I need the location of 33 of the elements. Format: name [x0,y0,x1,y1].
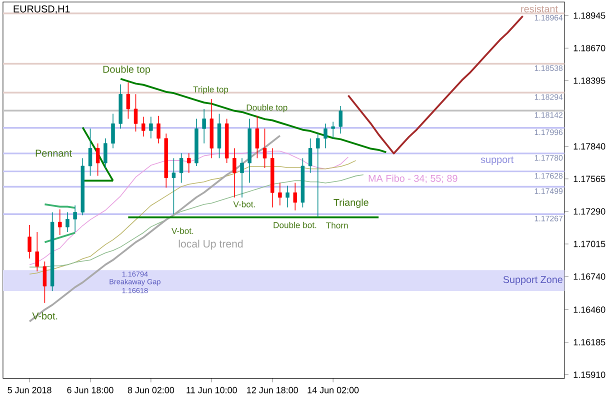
annotation: V-bot. [32,312,58,320]
x-tick-label: 12 Jun 18:00 [247,387,298,394]
x-tick-label: 8 Jun 02:00 [128,387,174,394]
y-tick-label: 1.16460 [574,306,606,313]
annotation: Thorn [326,222,348,229]
y-tick-label: 1.17840 [574,143,606,150]
annotation: Double top [246,104,288,112]
y-tick-label: 1.17290 [574,208,606,215]
annotation: local Up trend [178,240,243,250]
x-tick-label: 11 Jun 10:00 [186,387,237,394]
annotation: MA Fibo - 34; 55; 89 [368,174,458,184]
band-label: Support Zone [503,276,562,286]
x-tick-label: 6 Jun 18:00 [67,387,114,394]
x-tick-label: 5 Jun 2018 [8,387,52,394]
annotation: Double top [103,66,150,75]
y-tick-label: 1.17015 [574,240,606,248]
annotation: Triple top [193,86,228,94]
annotation: Double bot. [274,222,316,228]
annotation: V-bot. [233,201,255,208]
y-tick-label: 1.18395 [574,78,606,84]
chart-title: EURUSD,H1 [14,6,70,14]
annotation: Triangle [334,198,368,208]
annotation: support [480,156,514,166]
y-tick-label: 1.16740 [574,274,606,280]
annotation: V-bot. [172,228,194,234]
y-tick-label: 1.17565 [574,176,606,182]
y-tick-label: 1.15910 [574,372,606,378]
annotation: resistant [521,5,558,13]
x-tick-label: 14 Jun 02:00 [308,387,359,394]
y-tick-label: 1.18945 [574,12,606,19]
annotation: Pennant [36,150,72,157]
y-tick-label: 1.16185 [574,339,606,346]
y-tick-label: 1.18670 [574,45,606,52]
